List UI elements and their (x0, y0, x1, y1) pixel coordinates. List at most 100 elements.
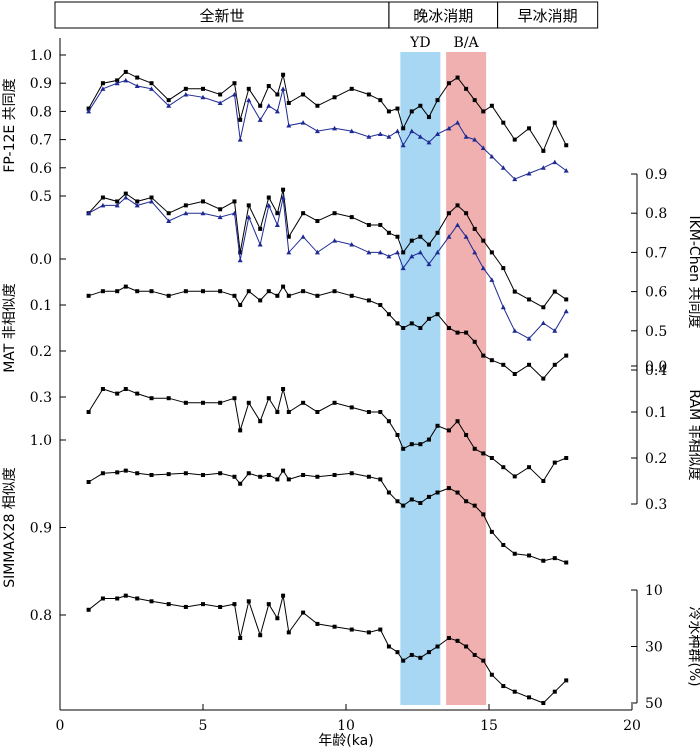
data-point (435, 644, 440, 649)
data-point (435, 131, 441, 136)
data-point (301, 473, 306, 477)
band-label: B/A (454, 35, 480, 51)
data-point (409, 128, 415, 134)
data-point (366, 222, 371, 227)
data-point (527, 553, 532, 558)
data-point (552, 362, 557, 367)
data-point (135, 199, 140, 204)
data-point (135, 596, 140, 601)
data-point (446, 428, 451, 433)
data-point (183, 471, 188, 476)
data-point (115, 596, 120, 601)
series-line-black (88, 469, 567, 563)
data-point (527, 297, 532, 302)
data-point (286, 123, 292, 128)
data-point (480, 265, 486, 271)
data-point (409, 109, 414, 114)
data-point (258, 298, 263, 303)
data-point (527, 126, 532, 131)
data-point (246, 471, 251, 476)
data-point (149, 198, 155, 204)
y-tick-label: 0.3 (30, 390, 52, 406)
data-point (446, 486, 451, 491)
data-point (489, 672, 494, 677)
data-point (149, 473, 154, 477)
data-point (386, 134, 392, 139)
series-line-blue (88, 79, 567, 180)
data-point (217, 100, 223, 105)
data-point (512, 372, 517, 376)
data-point (123, 468, 128, 473)
data-point (134, 202, 140, 208)
data-point (501, 266, 506, 271)
band-label: YD (409, 35, 430, 51)
data-point (378, 627, 383, 632)
data-point (435, 249, 441, 255)
data-point (527, 465, 532, 470)
y-tick-label: 1.0 (30, 48, 52, 64)
data-point (275, 92, 280, 97)
data-point (455, 203, 460, 208)
data-point (218, 207, 223, 212)
data-point (86, 410, 91, 414)
data-point (541, 376, 546, 381)
data-point (123, 593, 128, 598)
data-point (409, 321, 414, 326)
data-point (183, 289, 188, 294)
data-point (100, 596, 105, 601)
data-point (275, 410, 280, 414)
data-point (166, 472, 171, 477)
data-point (123, 195, 129, 200)
data-point (166, 602, 171, 607)
data-point (394, 249, 400, 255)
data-point (123, 191, 128, 196)
data-point (314, 128, 320, 134)
epoch-label: 早冰消期 (518, 7, 578, 25)
data-point (455, 330, 460, 335)
data-point (409, 253, 415, 259)
data-point (481, 451, 486, 456)
data-point (149, 86, 155, 91)
data-point (231, 91, 237, 97)
data-point (512, 551, 517, 556)
data-point (286, 630, 291, 635)
data-point (332, 473, 337, 477)
x-axis-title: 年龄(ka) (318, 733, 373, 749)
data-point (400, 265, 406, 271)
data-point (541, 479, 546, 483)
data-point (409, 497, 414, 502)
data-point (275, 616, 280, 621)
data-point (232, 602, 237, 607)
data-point (378, 477, 383, 482)
data-point (115, 391, 120, 396)
data-point (201, 289, 205, 294)
data-point (446, 234, 452, 239)
data-point (332, 624, 337, 629)
band-ba (446, 52, 487, 705)
data-point (149, 289, 154, 294)
data-point (266, 602, 271, 607)
data-point (315, 103, 320, 108)
data-point (200, 94, 206, 100)
data-point (286, 293, 291, 298)
data-point (135, 471, 140, 476)
data-point (446, 326, 451, 330)
data-point (455, 75, 460, 80)
data-point (378, 98, 383, 103)
data-point (564, 297, 569, 302)
data-point (426, 242, 431, 247)
data-point (435, 423, 440, 428)
data-point (275, 477, 280, 482)
data-point (455, 222, 461, 227)
data-point (386, 490, 391, 495)
data-point (246, 203, 251, 208)
data-point (86, 106, 91, 111)
epoch-label: 晚冰消期 (413, 7, 473, 25)
data-point (275, 293, 280, 298)
data-point (501, 543, 506, 547)
data-point (286, 234, 291, 239)
data-point (501, 362, 506, 367)
data-point (395, 106, 400, 111)
series-line-black (88, 71, 567, 152)
data-point (418, 103, 423, 108)
